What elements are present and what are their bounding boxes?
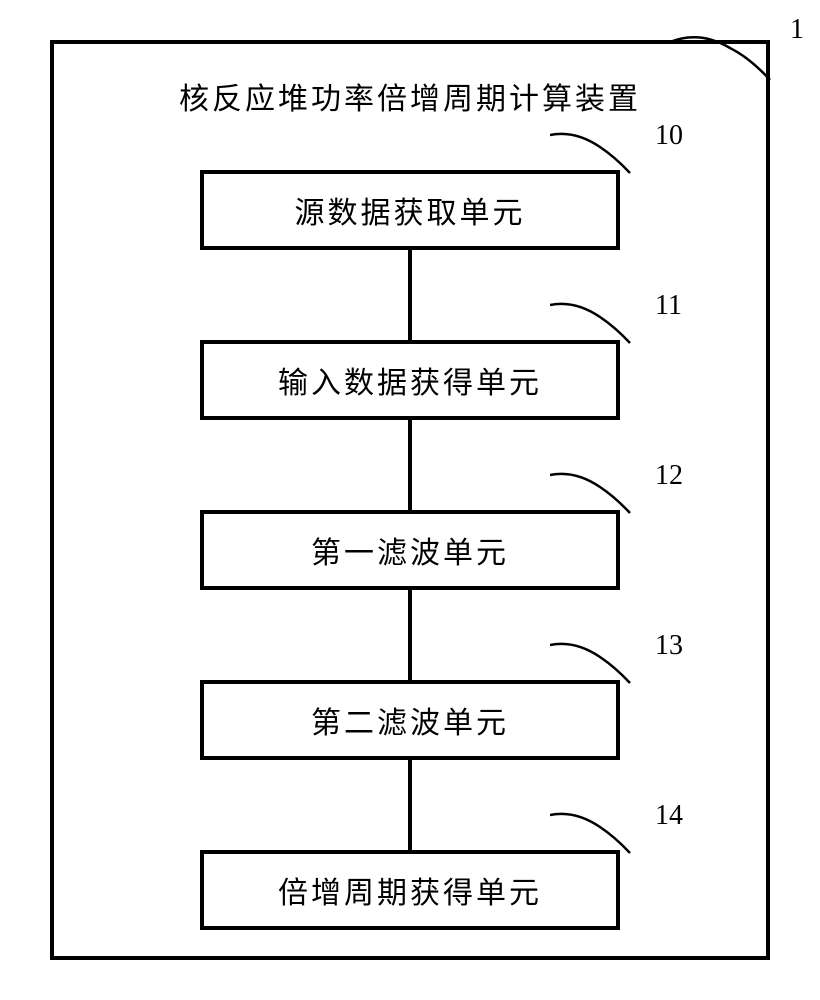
node-box-4: 第二滤波单元 [200, 680, 620, 760]
label-number-4: 13 [655, 630, 683, 662]
leader-line-5 [550, 805, 650, 855]
label-number-1: 10 [655, 120, 683, 152]
label-number-3: 12 [655, 460, 683, 492]
outer-label-number: 1 [790, 14, 804, 46]
connector-4 [408, 760, 412, 850]
node-text-2: 输入数据获得单元 [278, 358, 542, 402]
diagram-container: 核反应堆功率倍增周期计算装置 1 源数据获取单元 10 输入数据获得单元 11 … [50, 40, 770, 960]
node-box-5: 倍增周期获得单元 [200, 850, 620, 930]
connector-3 [408, 590, 412, 680]
label-number-5: 14 [655, 800, 683, 832]
node-text-5: 倍增周期获得单元 [278, 868, 542, 912]
outer-title: 核反应堆功率倍增周期计算装置 [54, 74, 766, 118]
connector-1 [408, 250, 412, 340]
node-box-2: 输入数据获得单元 [200, 340, 620, 420]
leader-line-3 [550, 465, 650, 515]
node-text-3: 第一滤波单元 [311, 528, 509, 572]
leader-line-4 [550, 635, 650, 685]
connector-2 [408, 420, 412, 510]
leader-line-1 [550, 125, 650, 175]
node-box-1: 源数据获取单元 [200, 170, 620, 250]
outer-leader-line [670, 20, 790, 80]
node-box-3: 第一滤波单元 [200, 510, 620, 590]
leader-line-2 [550, 295, 650, 345]
node-text-1: 源数据获取单元 [295, 188, 526, 232]
label-number-2: 11 [655, 290, 682, 322]
node-text-4: 第二滤波单元 [311, 698, 509, 742]
